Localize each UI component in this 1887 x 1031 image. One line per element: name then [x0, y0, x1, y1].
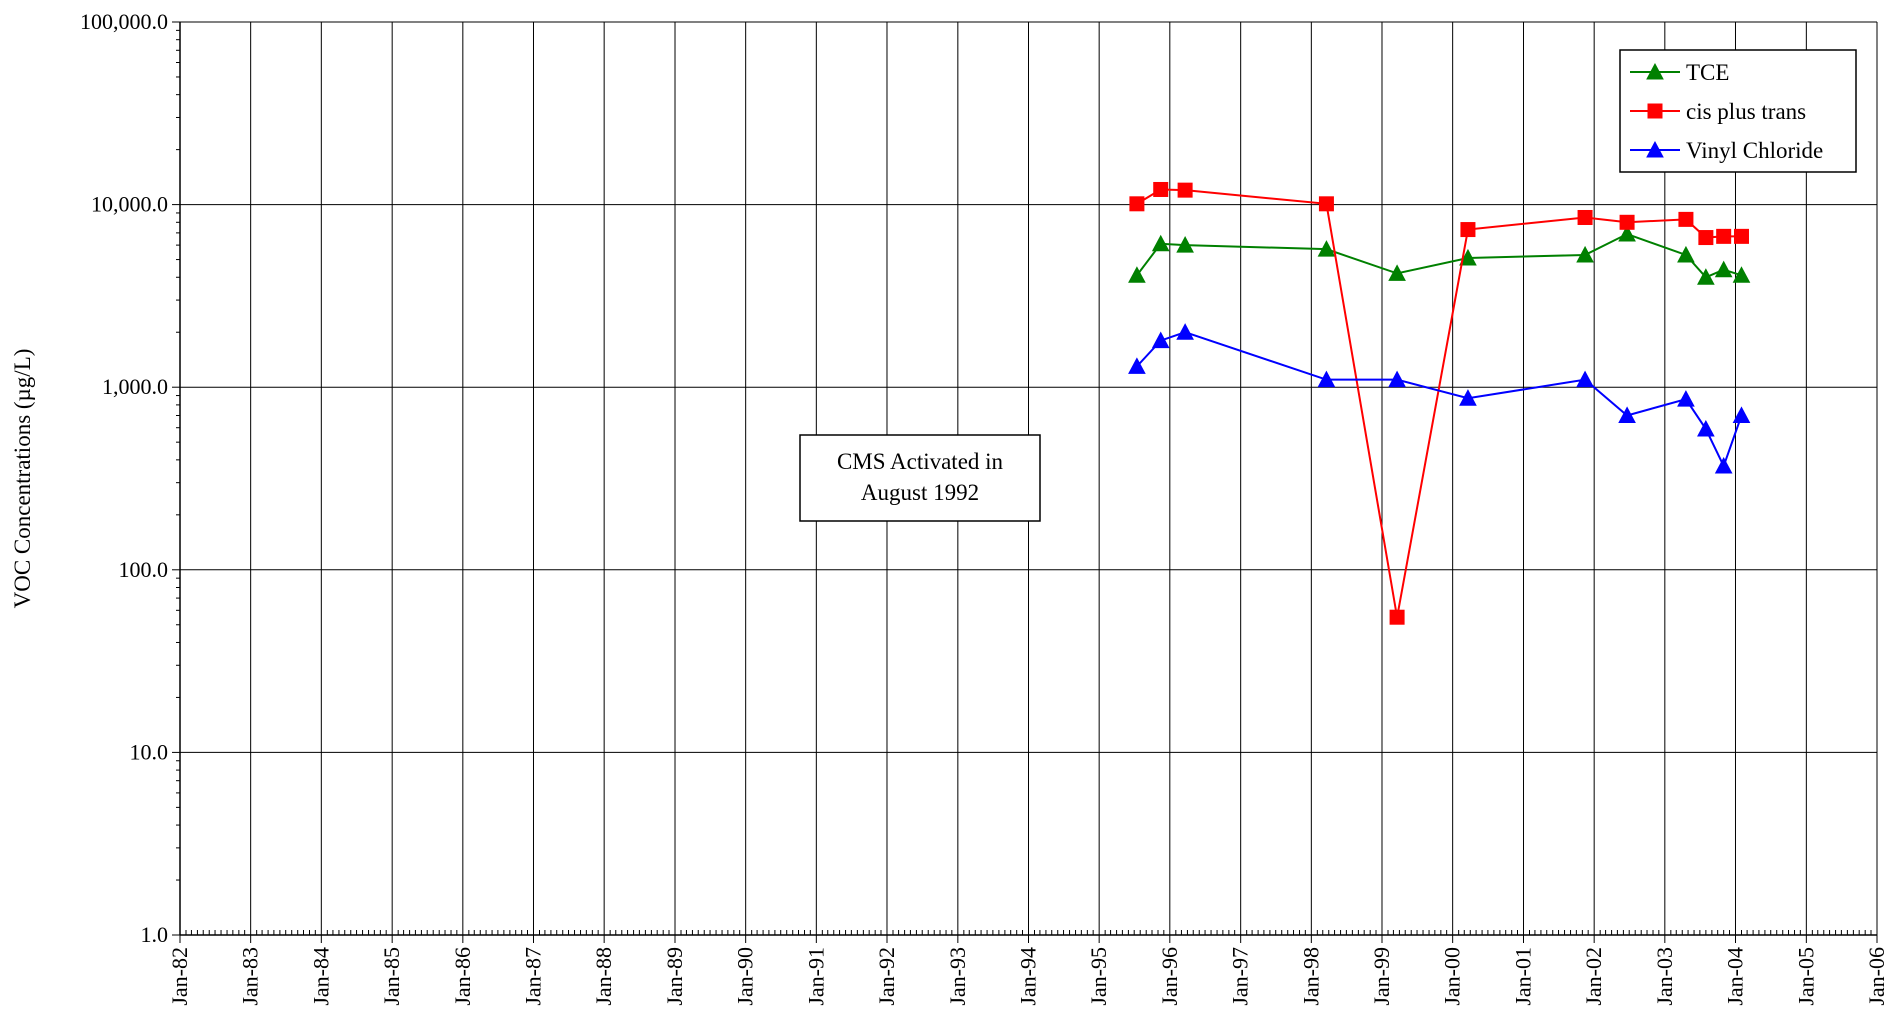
- annotation-box: CMS Activated in August 1992: [799, 434, 1041, 522]
- x-tick-label: Jan-87: [520, 947, 545, 1006]
- data-point-vinyl-chloride: [1714, 456, 1733, 474]
- x-tick-label: Jan-05: [1793, 947, 1818, 1006]
- x-tick-label: Jan-01: [1511, 947, 1536, 1006]
- series-layer: [1128, 181, 1751, 625]
- data-point-vinyl-chloride: [1697, 419, 1715, 437]
- x-tick-label: Jan-92: [874, 947, 899, 1006]
- x-tick-label: Jan-04: [1722, 947, 1747, 1006]
- data-point-vinyl-chloride: [1176, 323, 1194, 340]
- x-tick-label: Jan-02: [1581, 947, 1606, 1006]
- data-point-vinyl-chloride: [1576, 370, 1594, 388]
- data-point-cis-plus-trans: [1619, 214, 1635, 230]
- x-tick-label: Jan-97: [1228, 947, 1253, 1006]
- x-tick-label: Jan-89: [662, 947, 687, 1006]
- data-point-cis-plus-trans: [1177, 182, 1193, 198]
- legend-marker: [1646, 140, 1664, 158]
- data-point-vinyl-chloride: [1618, 406, 1636, 423]
- data-point-tce: [1732, 266, 1751, 283]
- x-tick-label: Jan-06: [1864, 947, 1887, 1006]
- y-tick-label: 10,000.0: [91, 192, 168, 217]
- data-point-cis-plus-trans: [1698, 230, 1714, 246]
- x-tick-label: Jan-91: [803, 947, 828, 1006]
- data-point-vinyl-chloride: [1388, 370, 1406, 388]
- annotation-frame: [799, 434, 1041, 522]
- legend: TCE cis plus trans Vinyl Chloride: [1619, 49, 1857, 173]
- x-tick-label: Jan-83: [238, 947, 263, 1006]
- legend-marker: [1646, 62, 1664, 80]
- axes-layer: Jan-82 Jan-83 Jan-84 Jan-85 Jan-86 Jan-87 Jan-…: [80, 9, 1887, 1006]
- data-point-tce: [1459, 248, 1477, 266]
- x-tick-label: Jan-88: [591, 947, 616, 1006]
- x-tick-label: Jan-03: [1652, 947, 1677, 1006]
- data-point-cis-plus-trans: [1716, 228, 1732, 244]
- data-point-tce: [1618, 224, 1636, 242]
- legend-label: TCE: [1686, 60, 1729, 85]
- y-tick-label: 1,000.0: [102, 374, 168, 399]
- y-axis-label: VOC Concentrations (µg/L): [10, 349, 35, 609]
- data-point-tce: [1677, 245, 1695, 263]
- data-point-tce: [1388, 264, 1406, 281]
- data-point-tce: [1697, 268, 1715, 285]
- data-point-cis-plus-trans: [1460, 222, 1476, 238]
- x-tick-label: Jan-86: [450, 947, 475, 1006]
- data-point-tce: [1151, 234, 1170, 252]
- series-tce: [1128, 224, 1751, 285]
- x-tick-label: Jan-93: [945, 947, 970, 1006]
- legend-marker: [1647, 103, 1663, 119]
- annotation-line-1: CMS Activated in: [837, 449, 1004, 474]
- data-point-vinyl-chloride: [1151, 331, 1170, 349]
- x-tick-label: Jan-99: [1369, 947, 1394, 1006]
- legend-item-cis-plus-trans: cis plus trans: [1630, 99, 1806, 124]
- legend-item-tce: TCE: [1630, 60, 1729, 85]
- x-tick-label: Jan-85: [379, 947, 404, 1006]
- data-point-cis-plus-trans: [1678, 211, 1694, 227]
- legend-item-vinyl-chloride: Vinyl Chloride: [1630, 138, 1823, 163]
- y-tick-label: 100,000.0: [80, 9, 168, 34]
- y-tick-label: 1.0: [141, 922, 169, 947]
- data-point-vinyl-chloride: [1128, 357, 1146, 374]
- series-cis-plus-trans: [1129, 181, 1749, 625]
- data-point-cis-plus-trans: [1389, 609, 1405, 625]
- x-tick-label: Jan-95: [1086, 947, 1111, 1006]
- x-tick-label: Jan-98: [1298, 947, 1323, 1006]
- x-tick-label: Jan-94: [1016, 947, 1041, 1006]
- data-point-vinyl-chloride: [1677, 390, 1695, 407]
- data-point-cis-plus-trans: [1129, 196, 1145, 212]
- data-point-vinyl-chloride: [1317, 370, 1336, 388]
- x-tick-label: Jan-90: [733, 947, 758, 1006]
- data-point-tce: [1176, 236, 1194, 253]
- x-tick-label: Jan-96: [1157, 947, 1182, 1006]
- y-tick-label: 10.0: [130, 739, 169, 764]
- x-tick-label: Jan-00: [1440, 947, 1465, 1006]
- y-tick-label: 100.0: [119, 557, 169, 582]
- data-point-tce: [1576, 245, 1594, 263]
- legend-label: cis plus trans: [1686, 99, 1806, 124]
- series-vinyl-chloride: [1128, 323, 1751, 474]
- x-tick-label: Jan-84: [308, 947, 333, 1006]
- data-point-cis-plus-trans: [1733, 228, 1749, 244]
- data-point-cis-plus-trans: [1153, 181, 1169, 197]
- data-point-tce: [1317, 240, 1336, 257]
- data-point-cis-plus-trans: [1577, 209, 1593, 225]
- data-point-vinyl-chloride: [1459, 389, 1477, 406]
- data-point-tce: [1128, 266, 1146, 283]
- annotation-line-2: August 1992: [861, 480, 979, 505]
- data-point-tce: [1714, 260, 1733, 278]
- x-tick-label: Jan-82: [167, 947, 192, 1006]
- data-point-cis-plus-trans: [1318, 196, 1334, 212]
- legend-label: Vinyl Chloride: [1686, 138, 1823, 163]
- data-point-vinyl-chloride: [1732, 406, 1751, 423]
